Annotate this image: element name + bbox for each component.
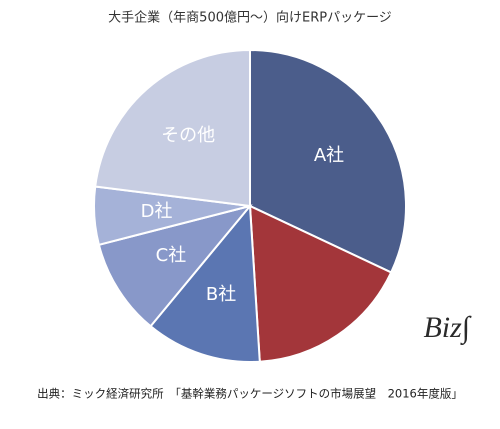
slice-label: その他 [161,125,215,146]
pie-slice [94,48,251,208]
logo: Biz∫ [423,311,471,346]
pie-slice [248,204,393,363]
chart-title: 大手企業（年商500億円～）向けERPパッケージ [108,10,392,26]
slice-label: B社 [206,284,236,305]
slice-label: A社 [314,145,344,166]
pie-slice [149,203,261,363]
pie-slice [249,48,407,274]
slice-label: C社 [156,245,187,266]
source-note: 出典：ミック経済研究所 「基幹業務パッケージソフトの市場展望 2016年度版」 [37,387,463,401]
slice-label: D社 [141,201,173,222]
